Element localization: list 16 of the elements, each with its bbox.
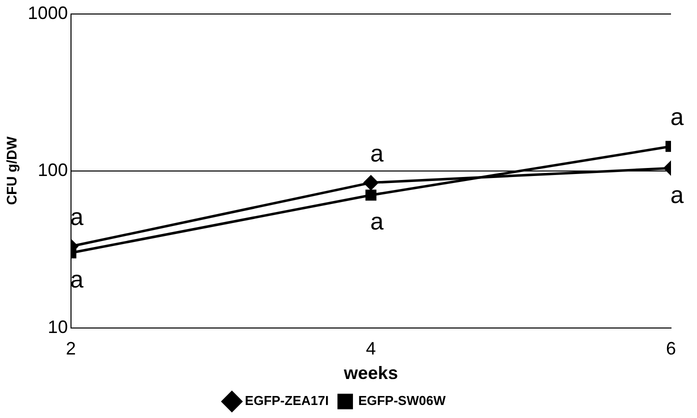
x-tick-label: 4: [366, 338, 376, 359]
x-axis-title: weeks: [342, 363, 398, 384]
y-tick-label: 10: [48, 316, 68, 337]
legend-label: EGFP-SW06W: [358, 393, 446, 408]
y-tick-label: 100: [38, 160, 68, 180]
y-axis-title: CFU g/DW: [3, 136, 20, 206]
legend-label: EGFP-ZEA17I: [244, 393, 329, 408]
annotation: a: [70, 266, 84, 294]
annotation: a: [370, 208, 384, 236]
annotation: a: [670, 104, 684, 132]
annotation: a: [670, 182, 684, 209]
annotation: a: [370, 140, 384, 168]
y-tick-label: 1000: [28, 2, 68, 23]
x-tick-label: 2: [66, 338, 76, 359]
annotation: a: [70, 204, 84, 232]
x-tick-label: 6: [666, 338, 676, 359]
